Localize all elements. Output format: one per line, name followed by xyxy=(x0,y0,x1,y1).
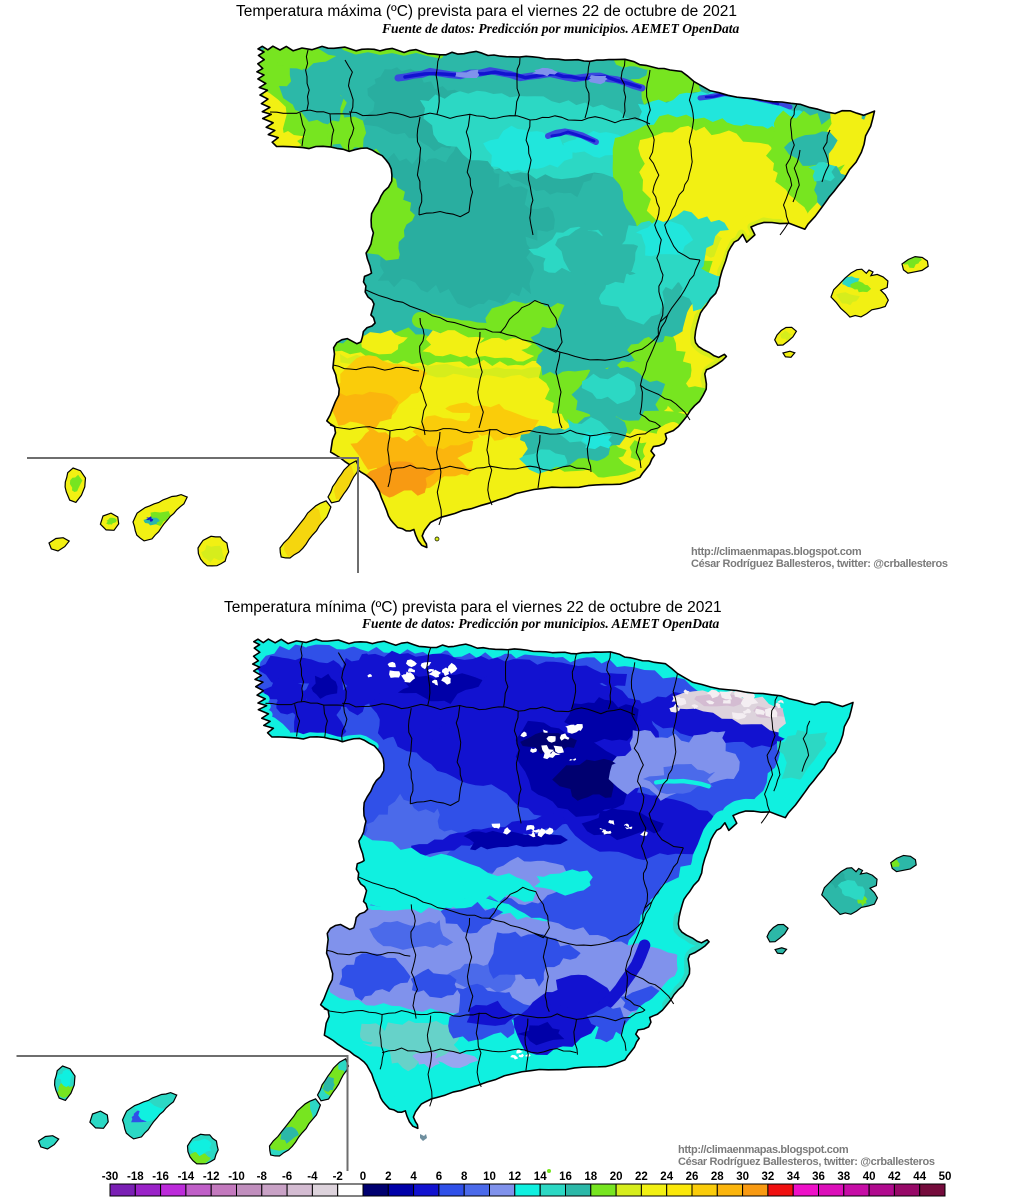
svg-text:18: 18 xyxy=(584,1171,597,1183)
svg-text:-16: -16 xyxy=(152,1171,169,1183)
svg-text:4: 4 xyxy=(410,1171,417,1183)
svg-text:38: 38 xyxy=(837,1171,850,1183)
svg-text:0: 0 xyxy=(360,1171,366,1183)
svg-text:28: 28 xyxy=(711,1171,724,1183)
svg-text:36: 36 xyxy=(812,1171,825,1183)
svg-text:44: 44 xyxy=(913,1171,926,1183)
svg-text:-10: -10 xyxy=(228,1171,245,1183)
svg-text:2: 2 xyxy=(385,1171,391,1183)
svg-text:20: 20 xyxy=(610,1171,623,1183)
svg-text:-6: -6 xyxy=(282,1171,292,1183)
svg-text:-8: -8 xyxy=(257,1171,268,1183)
svg-text:12: 12 xyxy=(508,1171,521,1183)
svg-text:-18: -18 xyxy=(127,1171,144,1183)
svg-text:40: 40 xyxy=(863,1171,876,1183)
svg-text:22: 22 xyxy=(635,1171,648,1183)
svg-text:10: 10 xyxy=(483,1171,496,1183)
svg-text:-12: -12 xyxy=(203,1171,220,1183)
svg-text:-2: -2 xyxy=(333,1171,343,1183)
svg-text:-4: -4 xyxy=(307,1171,318,1183)
svg-text:-30: -30 xyxy=(102,1171,119,1183)
svg-text:32: 32 xyxy=(762,1171,775,1183)
svg-text:24: 24 xyxy=(660,1171,673,1183)
svg-text:30: 30 xyxy=(736,1171,749,1183)
svg-text:14: 14 xyxy=(534,1171,547,1183)
svg-text:8: 8 xyxy=(461,1171,468,1183)
svg-text:50: 50 xyxy=(939,1171,952,1183)
svg-text:6: 6 xyxy=(436,1171,442,1183)
svg-text:-14: -14 xyxy=(178,1171,195,1183)
svg-text:34: 34 xyxy=(787,1171,800,1183)
svg-text:16: 16 xyxy=(559,1171,572,1183)
svg-text:26: 26 xyxy=(686,1171,699,1183)
svg-text:42: 42 xyxy=(888,1171,901,1183)
